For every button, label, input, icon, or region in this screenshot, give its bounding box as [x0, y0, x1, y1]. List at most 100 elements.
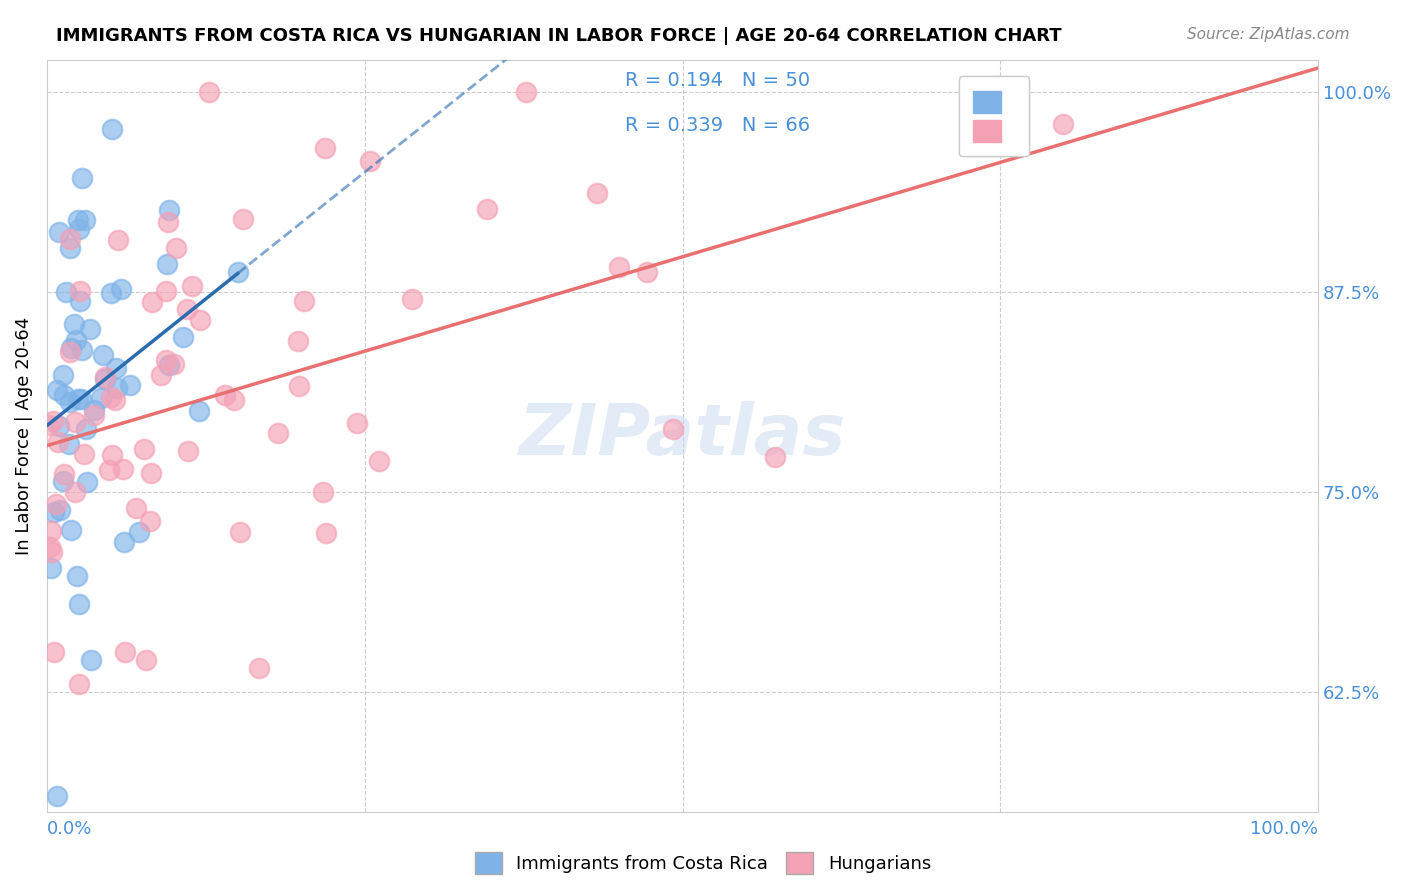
Hungarians: [67, 676, 90, 690]
Hungarians: [46, 435, 69, 450]
Hungarians: [69, 284, 91, 298]
Hungarians: [42, 644, 65, 658]
Hungarians: [155, 284, 177, 298]
Immigrants from Costa Rica: [44, 505, 66, 519]
Immigrants from Costa Rica: [67, 213, 90, 227]
Hungarians: [150, 368, 173, 383]
Hungarians: [141, 295, 163, 310]
Hungarians: [59, 232, 82, 246]
Hungarians: [135, 652, 157, 666]
Hungarians: [45, 497, 67, 511]
Hungarians: [222, 392, 245, 407]
Hungarians: [477, 202, 499, 217]
Hungarians: [37, 418, 59, 433]
Immigrants from Costa Rica: [67, 222, 90, 236]
Hungarians: [134, 442, 156, 456]
Immigrants from Costa Rica: [128, 524, 150, 539]
Text: Source: ZipAtlas.com: Source: ZipAtlas.com: [1187, 27, 1350, 42]
Hungarians: [94, 370, 117, 384]
Text: R = 0.194   N = 50: R = 0.194 N = 50: [626, 71, 810, 90]
Hungarians: [181, 279, 204, 293]
Immigrants from Costa Rica: [80, 652, 103, 666]
Hungarians: [247, 660, 270, 674]
Text: IMMIGRANTS FROM COSTA RICA VS HUNGARIAN IN LABOR FORCE | AGE 20-64 CORRELATION C: IMMIGRANTS FROM COSTA RICA VS HUNGARIAN …: [56, 27, 1062, 45]
Hungarians: [52, 467, 75, 481]
Hungarians: [155, 353, 177, 368]
Immigrants from Costa Rica: [70, 171, 93, 186]
Immigrants from Costa Rica: [104, 360, 127, 375]
Hungarians: [41, 545, 63, 559]
Hungarians: [315, 525, 337, 540]
Hungarians: [636, 265, 658, 279]
Immigrants from Costa Rica: [83, 403, 105, 417]
Hungarians: [138, 514, 160, 528]
Hungarians: [157, 215, 180, 229]
Immigrants from Costa Rica: [70, 392, 93, 406]
Text: R = 0.339   N = 66: R = 0.339 N = 66: [626, 116, 810, 135]
Immigrants from Costa Rica: [93, 372, 115, 386]
Hungarians: [73, 447, 96, 461]
Hungarians: [288, 379, 311, 393]
Immigrants from Costa Rica: [65, 333, 87, 347]
Immigrants from Costa Rica: [91, 348, 114, 362]
Y-axis label: In Labor Force | Age 20-64: In Labor Force | Age 20-64: [15, 317, 32, 555]
Hungarians: [125, 501, 148, 516]
Immigrants from Costa Rica: [70, 343, 93, 358]
Immigrants from Costa Rica: [110, 282, 132, 296]
Text: ZIPatlas: ZIPatlas: [519, 401, 846, 470]
Hungarians: [292, 294, 315, 309]
Immigrants from Costa Rica: [75, 421, 97, 435]
Hungarians: [763, 450, 786, 465]
Immigrants from Costa Rica: [66, 392, 89, 406]
Hungarians: [214, 388, 236, 402]
Immigrants from Costa Rica: [73, 213, 96, 227]
Immigrants from Costa Rica: [107, 381, 129, 395]
Hungarians: [368, 454, 391, 468]
Hungarians: [1052, 117, 1074, 131]
Immigrants from Costa Rica: [60, 523, 83, 537]
Immigrants from Costa Rica: [76, 475, 98, 490]
Text: 100.0%: 100.0%: [1250, 820, 1319, 838]
Hungarians: [176, 301, 198, 316]
Hungarians: [165, 241, 187, 255]
Immigrants from Costa Rica: [48, 418, 70, 433]
Hungarians: [63, 415, 86, 429]
Hungarians: [63, 485, 86, 500]
Hungarians: [267, 426, 290, 441]
Immigrants from Costa Rica: [52, 474, 75, 488]
Immigrants from Costa Rica: [188, 403, 211, 417]
Immigrants from Costa Rica: [55, 285, 77, 299]
Hungarians: [198, 85, 221, 99]
Immigrants from Costa Rica: [157, 203, 180, 218]
Legend: , : ,: [959, 76, 1029, 156]
Hungarians: [662, 422, 685, 436]
Hungarians: [607, 260, 630, 274]
Immigrants from Costa Rica: [101, 122, 124, 136]
Immigrants from Costa Rica: [46, 789, 69, 803]
Immigrants from Costa Rica: [69, 294, 91, 309]
Hungarians: [586, 186, 609, 200]
Immigrants from Costa Rica: [67, 597, 90, 611]
Hungarians: [101, 448, 124, 462]
Immigrants from Costa Rica: [59, 395, 82, 409]
Hungarians: [312, 485, 335, 500]
Hungarians: [111, 462, 134, 476]
Hungarians: [177, 444, 200, 458]
Hungarians: [100, 390, 122, 404]
Immigrants from Costa Rica: [90, 391, 112, 405]
Hungarians: [287, 334, 309, 348]
Hungarians: [59, 345, 82, 359]
Hungarians: [188, 313, 211, 327]
Immigrants from Costa Rica: [63, 317, 86, 331]
Immigrants from Costa Rica: [157, 358, 180, 372]
Hungarians: [139, 467, 162, 481]
Immigrants from Costa Rica: [52, 368, 75, 383]
Hungarians: [162, 357, 184, 371]
Legend: Immigrants from Costa Rica, Hungarians: Immigrants from Costa Rica, Hungarians: [465, 843, 941, 883]
Immigrants from Costa Rica: [53, 388, 76, 402]
Immigrants from Costa Rica: [48, 226, 70, 240]
Immigrants from Costa Rica: [112, 535, 135, 549]
Immigrants from Costa Rica: [172, 330, 194, 344]
Immigrants from Costa Rica: [156, 257, 179, 271]
Hungarians: [401, 292, 423, 306]
